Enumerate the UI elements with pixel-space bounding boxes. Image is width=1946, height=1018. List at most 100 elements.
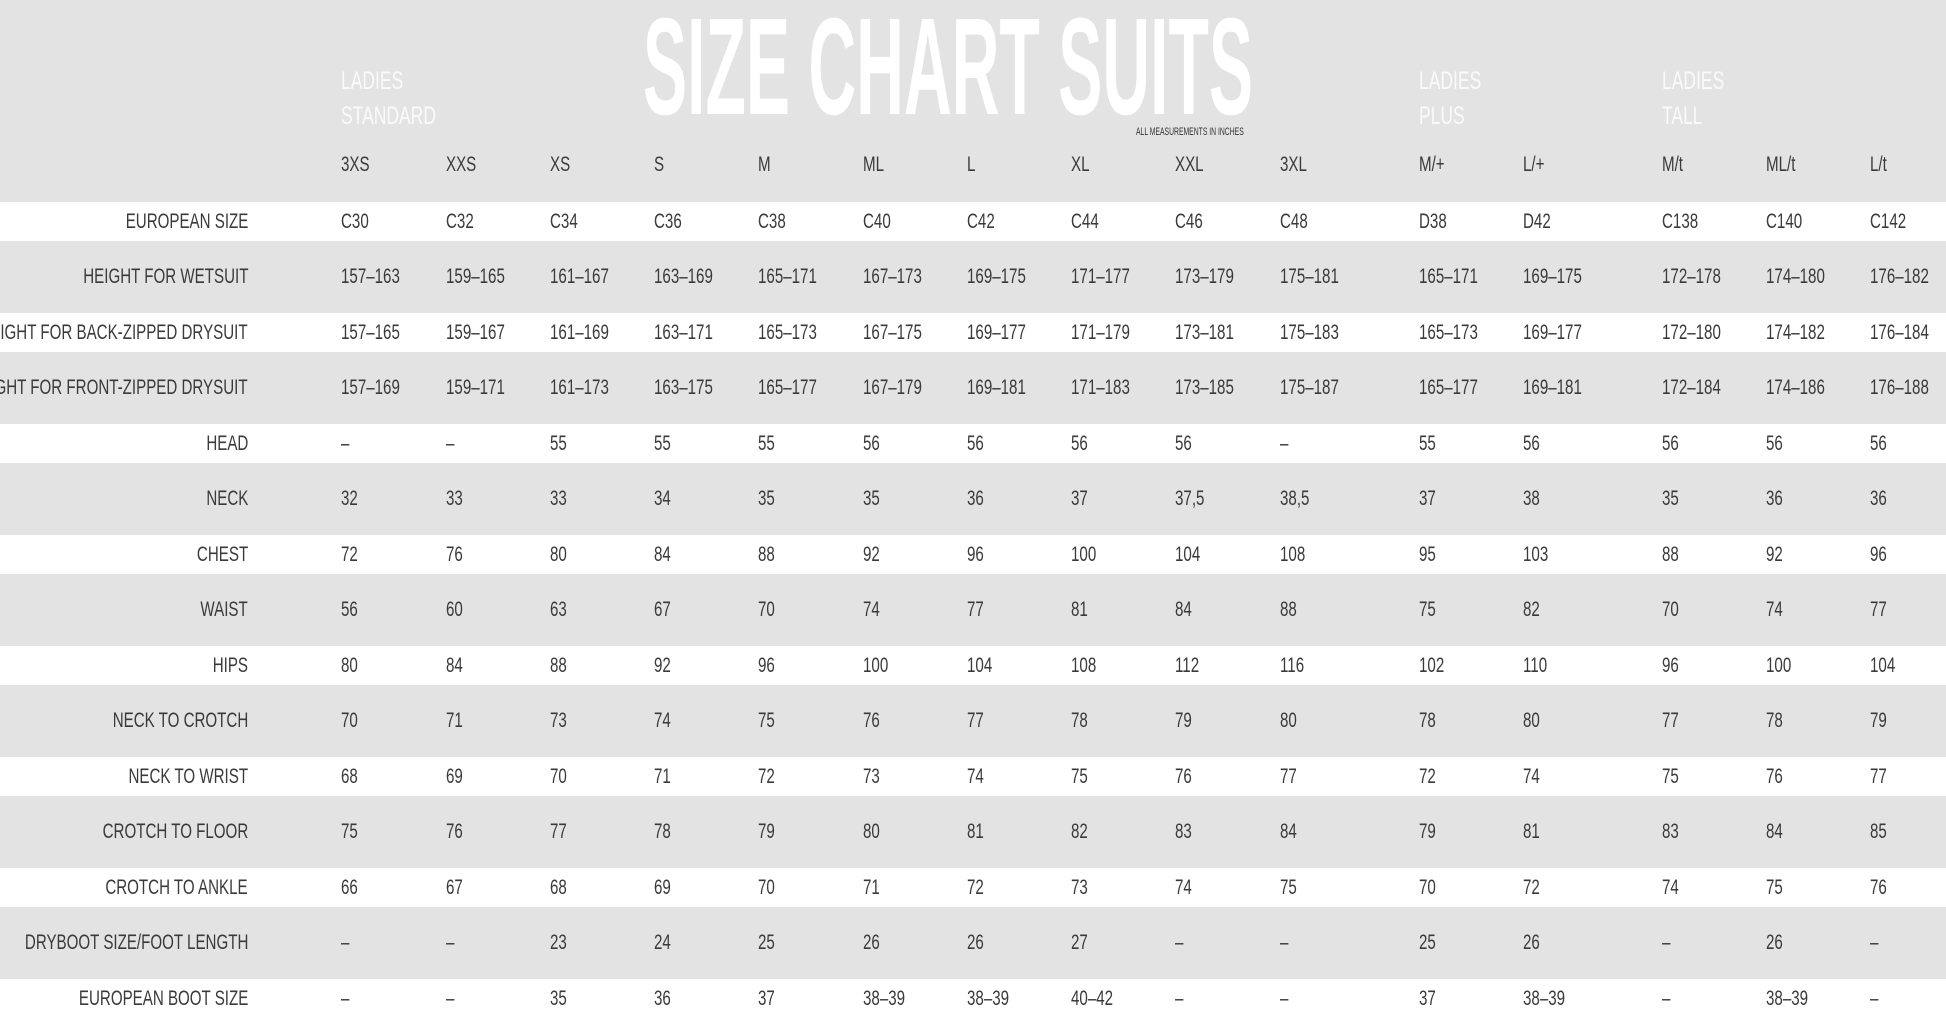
table-cell: 36 [1766, 487, 1783, 510]
row-label: NECK TO CROTCH [112, 709, 248, 732]
table-cell: – [446, 931, 455, 954]
table-cell: 75 [1280, 875, 1297, 899]
table-cell: – [1662, 986, 1671, 1010]
table-cell: 165–171 [758, 265, 817, 288]
row-label: CROTCH TO ANKLE [105, 875, 248, 899]
table-cell: 108 [1280, 542, 1306, 566]
table-cell: 37 [758, 986, 775, 1010]
table-cell: 40–42 [1071, 986, 1114, 1010]
table-row: CROTCH TO ANKLE 66 67 68 69 70 71 72 73 74 75 70 72 7… [0, 868, 1946, 907]
table-cell: 171–179 [1071, 320, 1130, 344]
table-cell: 102 [1419, 653, 1445, 677]
table-cell: 36 [967, 487, 984, 510]
table-cell: 77 [1870, 764, 1887, 788]
table-cell: C40 [863, 209, 891, 233]
table-cell: – [341, 431, 350, 455]
row-label: EUROPEAN SIZE [125, 209, 248, 233]
table-cell: 76 [1766, 764, 1783, 788]
table-cell: 56 [967, 431, 984, 455]
table-cell: 84 [1175, 598, 1192, 621]
table-cell: C42 [967, 209, 995, 233]
table-cell: 76 [446, 820, 463, 843]
size-header: XXS [446, 153, 477, 176]
table-row: NECK 32 33 33 34 35 35 36 37 37,5 38,5 37 38 35 36 36 [0, 463, 1946, 535]
table-cell: 26 [1523, 931, 1540, 954]
table-cell: 76 [1175, 764, 1192, 788]
table-cell: 79 [1419, 820, 1436, 843]
table-cell: 157–165 [341, 320, 400, 344]
table-cell: 77 [1870, 598, 1887, 621]
table-cell: 79 [1175, 709, 1192, 732]
table-cell: – [1175, 986, 1184, 1010]
table-row: EUROPEAN SIZE C30 C32 C34 C36 C38 C40 C42 C44 C46… [0, 202, 1946, 241]
table-cell: 81 [1523, 820, 1540, 843]
table-cell: – [1870, 986, 1879, 1010]
table-cell: 34 [654, 487, 671, 510]
row-label: HEAD [205, 431, 248, 455]
table-cell: 165–177 [758, 376, 817, 399]
table-cell: 161–167 [550, 265, 609, 288]
table-cell: C30 [341, 209, 369, 233]
table-cell: C140 [1766, 209, 1803, 233]
table-cell: 175–181 [1280, 265, 1339, 288]
table-row: HEIGHT FOR BACK-ZIPPED DRYSUIT 157–165 159… [0, 313, 1946, 352]
table-cell: D38 [1419, 209, 1447, 233]
table-cell: 78 [1071, 709, 1088, 732]
table-row: CROTCH TO FLOOR 75 76 77 78 79 80 81 82 83 84 79 81 8… [0, 796, 1946, 868]
table-cell: 78 [1766, 709, 1783, 732]
table-cell: 33 [550, 487, 567, 510]
table-cell: 73 [863, 764, 880, 788]
table-row: EUROPEAN BOOT SIZE – – 35 36 37 38–39 38–39 40–4… [0, 979, 1946, 1018]
table-cell: 55 [758, 431, 775, 455]
table-cell: 25 [758, 931, 775, 954]
table-cell: 167–173 [863, 265, 922, 288]
table-cell: 74 [1662, 875, 1679, 899]
table-cell: 167–179 [863, 376, 922, 399]
table-cell: 88 [1280, 598, 1297, 621]
table-cell: 72 [758, 764, 775, 788]
table-cell: 169–177 [1523, 320, 1582, 344]
table-cell: 72 [341, 542, 358, 566]
table-cell: 38–39 [1766, 986, 1809, 1010]
table-cell: 72 [1419, 764, 1436, 788]
table-cell: 116 [1280, 653, 1305, 677]
table-cell: 55 [1419, 431, 1436, 455]
table-cell: 165–177 [1419, 376, 1478, 399]
page-title: SIZE CHART SUITS [643, 0, 1253, 144]
table-cell: – [1280, 431, 1289, 455]
table-cell: 176–182 [1870, 265, 1929, 288]
table-cell: 83 [1662, 820, 1679, 843]
table-cell: 165–171 [1419, 265, 1478, 288]
table-cell: 55 [550, 431, 567, 455]
table-cell: 38–39 [967, 986, 1010, 1010]
table-cell: 163–171 [654, 320, 713, 344]
table-cell: 171–183 [1071, 376, 1130, 399]
table-cell: 71 [446, 709, 463, 732]
table-cell: 82 [1071, 820, 1088, 843]
table-cell: 37 [1071, 487, 1088, 510]
table-cell: 56 [1766, 431, 1783, 455]
group-label-line1: LADIES [1662, 67, 1725, 95]
table-cell: 77 [967, 598, 984, 621]
group-label-line2: PLUS [1419, 102, 1465, 130]
table-cell: 169–175 [1523, 265, 1582, 288]
table-cell: 173–181 [1175, 320, 1234, 344]
table-cell: – [1175, 931, 1184, 954]
table-cell: 69 [446, 764, 463, 788]
table-cell: 37 [1419, 986, 1436, 1010]
table-cell: 80 [341, 653, 358, 677]
table-cell: 74 [654, 709, 671, 732]
table-cell: 73 [550, 709, 567, 732]
row-label: HIPS [212, 653, 248, 677]
table-cell: C44 [1071, 209, 1099, 233]
table-cell: 80 [1280, 709, 1297, 732]
table-cell: 169–181 [1523, 376, 1582, 399]
row-label: NECK TO WRIST [128, 764, 248, 788]
table-cell: 76 [1870, 875, 1887, 899]
row-label: HEIGHT FOR FRONT-ZIPPED DRYSUIT [0, 376, 248, 399]
table-cell: 163–169 [654, 265, 713, 288]
table-cell: 38 [1523, 487, 1540, 510]
table-cell: 80 [863, 820, 880, 843]
table-cell: 82 [1523, 598, 1540, 621]
table-cell: 67 [654, 598, 671, 621]
